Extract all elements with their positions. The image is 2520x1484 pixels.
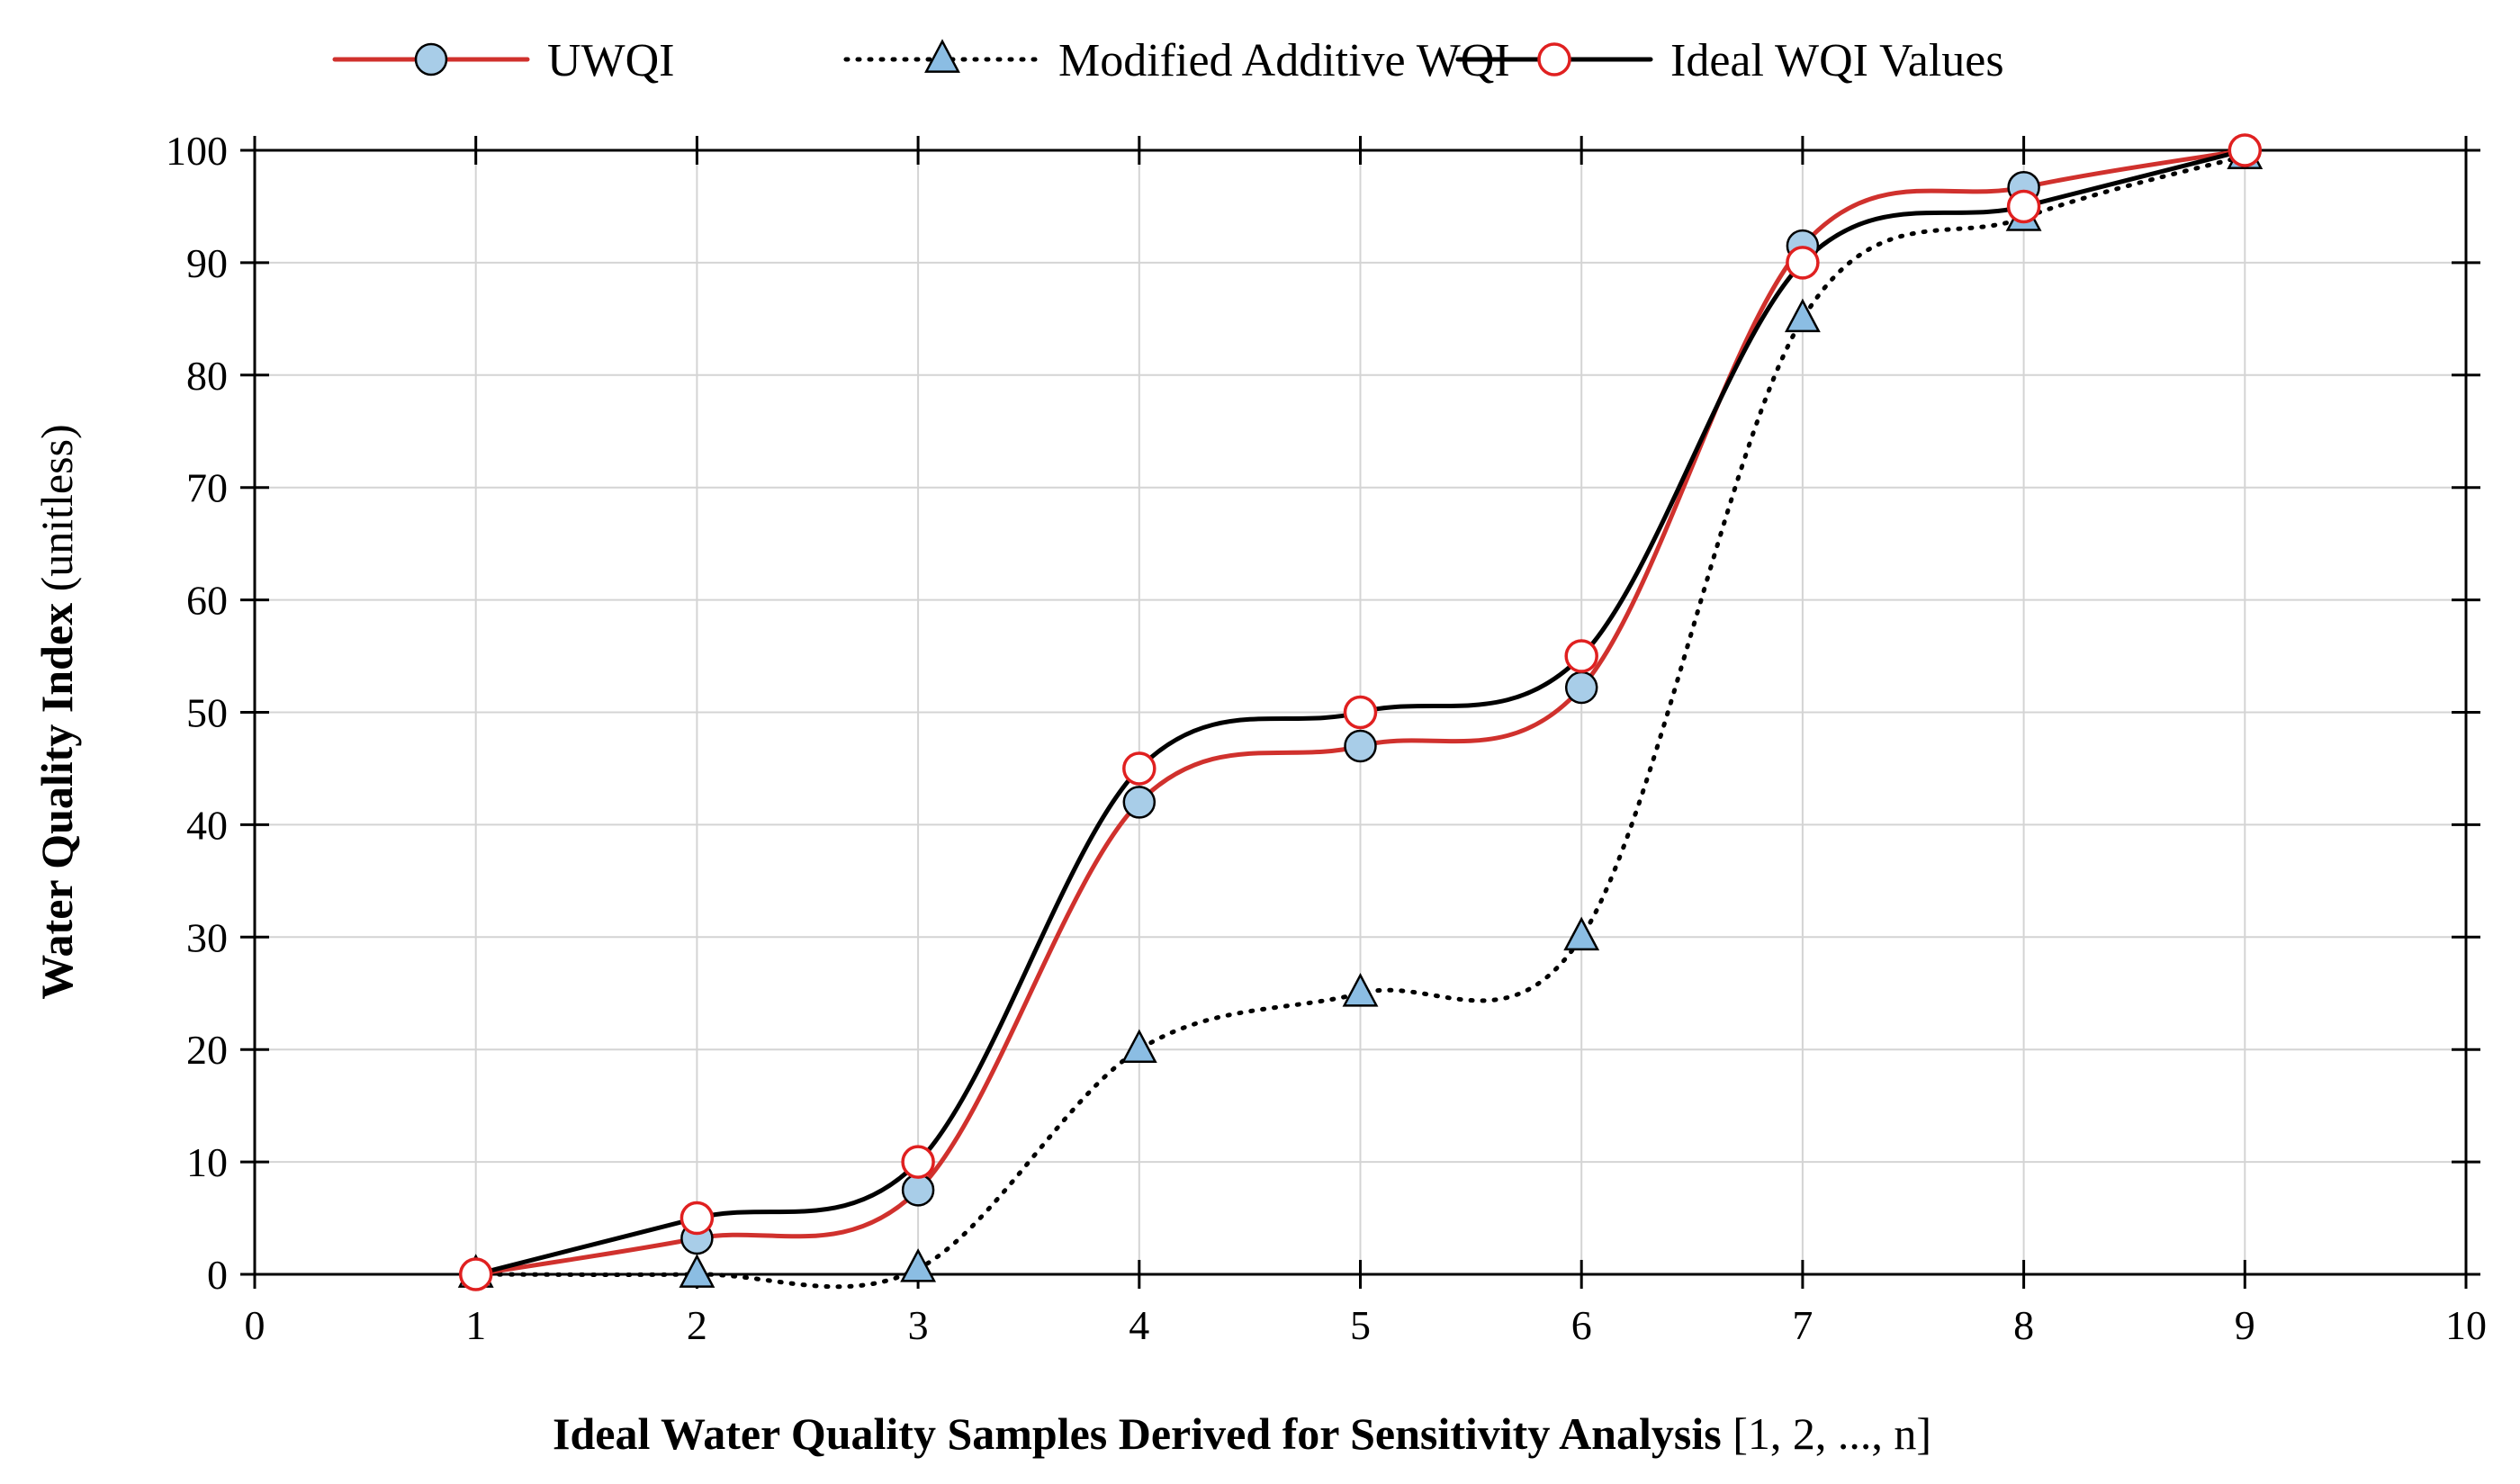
- marker-layer: [457, 133, 2264, 1291]
- legend-label-ideal-wqi-values: Ideal WQI Values: [1670, 35, 2004, 86]
- x-axis-title: Ideal Water Quality Samples Derived for …: [553, 1408, 1931, 1459]
- data-point-uwqi: [1564, 670, 1598, 705]
- data-point-uwqi: [1344, 729, 1377, 763]
- y-tick-label: 30: [186, 914, 228, 960]
- x-tick-label: 10: [2445, 1302, 2487, 1348]
- y-tick-label: 90: [186, 240, 228, 286]
- y-tick-label: 20: [186, 1027, 228, 1073]
- data-point-ideal-wqi-values: [1564, 639, 1598, 673]
- x-tick-label: 0: [245, 1302, 266, 1348]
- y-tick-label: 50: [186, 690, 228, 736]
- legend-marker-ideal-wqi-values: [1537, 42, 1571, 76]
- data-point-uwqi: [1122, 786, 1156, 819]
- data-point-modified-additive-wqi: [900, 1248, 937, 1282]
- x-tick-label: 7: [1792, 1302, 1813, 1348]
- y-tick-label: 0: [207, 1252, 228, 1298]
- data-point-modified-additive-wqi: [1784, 298, 1821, 333]
- y-tick-label: 60: [186, 578, 228, 624]
- y-tick-label: 40: [186, 802, 228, 848]
- y-axis-title-suffix: (unitless): [32, 424, 82, 603]
- data-point-ideal-wqi-values: [458, 1257, 493, 1291]
- y-tick-label: 10: [186, 1139, 228, 1185]
- x-tick-label: 9: [2235, 1302, 2255, 1348]
- x-tick-label: 8: [2013, 1302, 2034, 1348]
- data-point-uwqi: [901, 1174, 935, 1207]
- legend-label-modified-additive-wqi: Modified Additive WQI: [1058, 35, 1510, 86]
- y-tick-label: 100: [166, 128, 228, 174]
- data-point-modified-additive-wqi: [679, 1254, 716, 1288]
- data-point-ideal-wqi-values: [2006, 189, 2041, 224]
- x-tick-label: 6: [1571, 1302, 1592, 1348]
- data-point-ideal-wqi-values: [901, 1145, 935, 1179]
- series-line-modified-additive-wqi: [473, 153, 2247, 1290]
- data-point-modified-additive-wqi: [1120, 1029, 1157, 1064]
- x-tick-label: 4: [1129, 1302, 1149, 1348]
- legend-marker-modified-additive-wqi: [924, 39, 960, 73]
- legend-item-uwqi: UWQI: [332, 35, 675, 86]
- y-tick-label: 80: [186, 353, 228, 399]
- data-point-ideal-wqi-values: [1786, 246, 1820, 280]
- x-axis-title-bold: Ideal Water Quality Samples Derived for …: [553, 1408, 1722, 1459]
- x-tick-label: 2: [687, 1302, 707, 1348]
- x-axis-title-suffix: [1, 2, ..., n]: [1722, 1408, 1931, 1459]
- data-point-ideal-wqi-values: [2228, 133, 2263, 167]
- y-axis-title: Water Quality Index (unitless): [32, 424, 82, 999]
- legend-marker-uwqi: [414, 42, 448, 76]
- y-axis-title-bold: Water Quality Index: [32, 603, 82, 1000]
- legend-label-uwqi: UWQI: [547, 35, 675, 86]
- x-tick-label: 5: [1350, 1302, 1371, 1348]
- data-point-modified-additive-wqi: [1342, 973, 1379, 1007]
- legend-item-ideal-wqi-values: Ideal WQI Values: [1455, 35, 2004, 86]
- y-tick-label: 70: [186, 465, 228, 511]
- legend-item-modified-additive-wqi: Modified Additive WQI: [843, 35, 1510, 86]
- x-tick-label: 1: [465, 1302, 486, 1348]
- x-tick-label: 3: [908, 1302, 929, 1348]
- legend: UWQI Modified Additive WQI Ideal WQI Value…: [332, 35, 2004, 86]
- data-point-ideal-wqi-values: [1122, 751, 1156, 786]
- data-point-modified-additive-wqi: [1563, 916, 1600, 951]
- data-point-ideal-wqi-values: [680, 1201, 715, 1236]
- data-point-ideal-wqi-values: [1343, 695, 1378, 730]
